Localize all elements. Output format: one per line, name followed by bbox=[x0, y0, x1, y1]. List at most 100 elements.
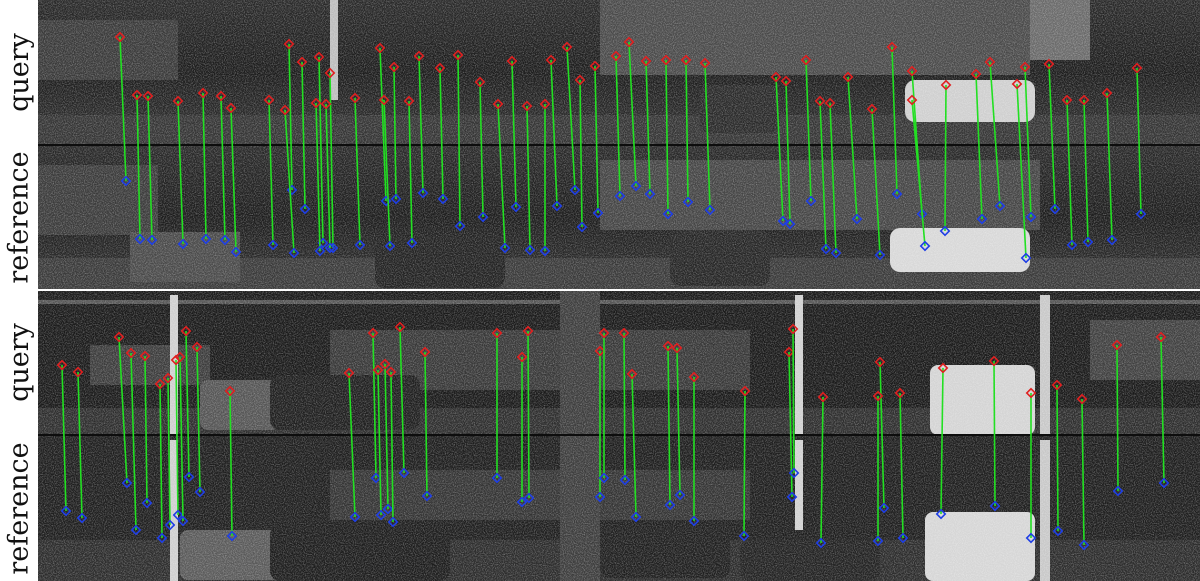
reference-keypoint bbox=[267, 239, 279, 251]
reference-keypoint bbox=[614, 190, 626, 202]
reference-keypoint bbox=[454, 220, 466, 232]
match-line bbox=[1056, 384, 1059, 532]
reference-keypoint bbox=[524, 244, 536, 256]
reference-keypoint bbox=[820, 243, 832, 255]
query-keypoint bbox=[491, 327, 503, 339]
reference-keypoint bbox=[194, 486, 206, 498]
reference-keypoint bbox=[576, 221, 588, 233]
match-line bbox=[379, 47, 387, 202]
reference-keypoint bbox=[551, 200, 563, 212]
match-line bbox=[993, 360, 996, 507]
match-line bbox=[418, 55, 424, 194]
reference-keypoint bbox=[421, 490, 433, 502]
query-keypoint bbox=[574, 74, 586, 86]
match-line bbox=[805, 59, 812, 202]
reference-keypoint bbox=[1020, 252, 1032, 264]
match-line bbox=[175, 359, 179, 516]
query-keypoint bbox=[1155, 331, 1167, 343]
query-keypoint bbox=[388, 61, 400, 73]
match-line bbox=[1136, 67, 1142, 215]
match-line bbox=[377, 369, 382, 516]
reference-keypoint bbox=[349, 511, 361, 523]
query-keypoint bbox=[343, 367, 355, 379]
reference-keypoint bbox=[390, 193, 402, 205]
query-keypoint bbox=[1076, 393, 1088, 405]
reference-keypoint bbox=[777, 215, 789, 227]
match-line bbox=[819, 100, 827, 250]
label-query-bottom: query bbox=[3, 323, 35, 402]
query-keypoint bbox=[814, 95, 826, 107]
query-keypoint bbox=[324, 67, 336, 79]
query-keypoint bbox=[623, 36, 635, 48]
match-line bbox=[1116, 344, 1119, 492]
match-line bbox=[511, 60, 517, 208]
query-keypoint bbox=[640, 55, 652, 67]
match-line bbox=[785, 80, 791, 225]
reference-keypoint bbox=[1106, 234, 1118, 246]
label-reference-bottom: reference bbox=[3, 441, 35, 575]
match-line bbox=[130, 352, 137, 531]
reference-keypoint bbox=[398, 467, 410, 479]
match-line bbox=[325, 103, 331, 249]
query-keypoint bbox=[780, 75, 792, 87]
query-keypoint bbox=[1101, 87, 1113, 99]
reference-keypoint bbox=[919, 240, 931, 252]
match-line bbox=[229, 390, 233, 537]
reference-keypoint bbox=[1135, 208, 1147, 220]
reference-keypoint bbox=[805, 195, 817, 207]
query-keypoint bbox=[434, 62, 446, 74]
reference-keypoint bbox=[523, 492, 535, 504]
match-line bbox=[348, 372, 356, 518]
reference-keypoint bbox=[120, 175, 132, 187]
match-line bbox=[667, 345, 671, 506]
match-line bbox=[665, 59, 669, 215]
reference-keypoint bbox=[375, 509, 387, 521]
match-line bbox=[944, 84, 947, 232]
query-keypoint bbox=[589, 60, 601, 72]
match-line bbox=[301, 61, 306, 210]
query-keypoint bbox=[154, 378, 166, 390]
query-keypoint bbox=[72, 366, 84, 378]
reference-keypoint bbox=[916, 208, 928, 220]
reference-keypoint bbox=[594, 491, 606, 503]
reference-keypoint bbox=[815, 537, 827, 549]
match-line bbox=[775, 76, 784, 222]
query-keypoint bbox=[263, 94, 275, 106]
query-keypoint bbox=[872, 390, 884, 402]
reference-keypoint bbox=[121, 477, 133, 489]
reference-keypoint bbox=[939, 225, 951, 237]
match-line bbox=[879, 361, 885, 509]
query-keypoint bbox=[1025, 387, 1037, 399]
reference-keypoint bbox=[288, 247, 300, 259]
match-line bbox=[566, 46, 576, 191]
match-line bbox=[288, 43, 293, 191]
reference-keypoint bbox=[183, 471, 195, 483]
query-keypoint bbox=[1051, 379, 1063, 391]
match-line bbox=[615, 55, 621, 197]
query-keypoint bbox=[506, 55, 518, 67]
match-line bbox=[676, 347, 681, 496]
query-keypoint bbox=[1131, 62, 1143, 74]
query-keypoint bbox=[114, 31, 126, 43]
reference-keypoint bbox=[370, 472, 382, 484]
match-line bbox=[315, 102, 321, 252]
query-keypoint bbox=[56, 359, 68, 371]
reference-keypoint bbox=[704, 204, 716, 216]
match-line bbox=[743, 390, 746, 537]
reference-keypoint bbox=[437, 193, 449, 205]
reference-keypoint bbox=[788, 467, 800, 479]
query-keypoint bbox=[162, 372, 174, 384]
query-keypoint bbox=[739, 385, 751, 397]
reference-keypoint bbox=[539, 245, 551, 257]
reference-keypoint bbox=[134, 233, 146, 245]
match-visualization bbox=[38, 0, 1200, 581]
reference-keypoint bbox=[1049, 203, 1061, 215]
reference-keypoint bbox=[156, 532, 168, 544]
reference-keypoint bbox=[510, 201, 522, 213]
feature-matches bbox=[56, 31, 1170, 551]
match-line bbox=[847, 76, 858, 220]
query-keypoint bbox=[817, 391, 829, 403]
reference-keypoint bbox=[688, 515, 700, 527]
reference-keypoint bbox=[784, 218, 796, 230]
match-line bbox=[61, 364, 67, 512]
